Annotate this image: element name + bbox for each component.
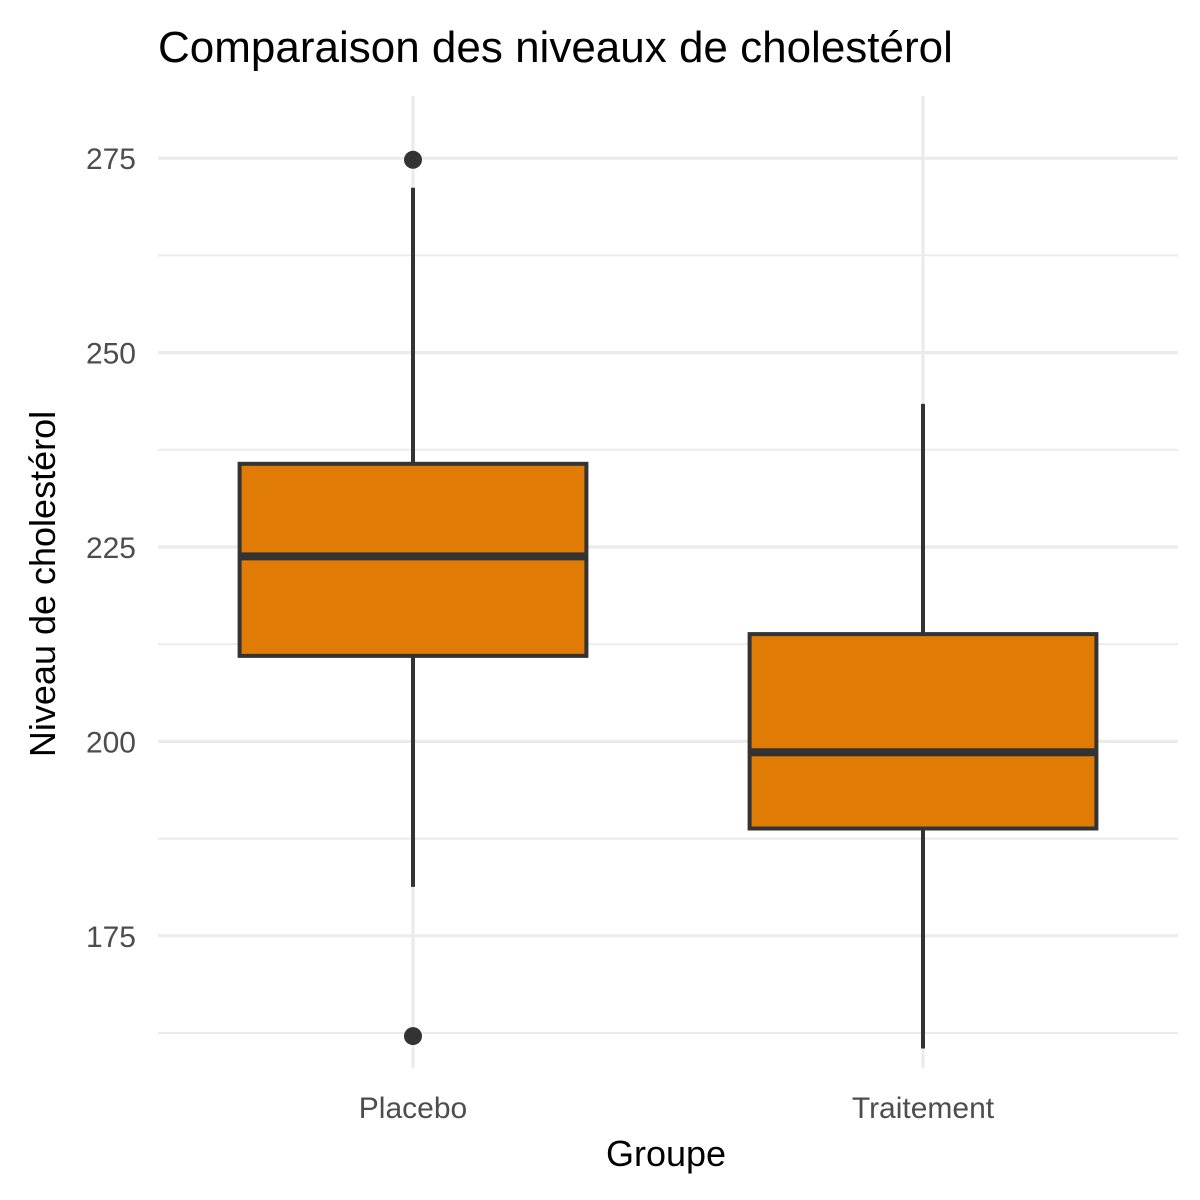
- y-axis-ticks: 175 200 225 250 275: [86, 143, 136, 954]
- chart-title: Comparaison des niveaux de cholestérol: [158, 23, 953, 72]
- x-axis-title: Groupe: [606, 1133, 726, 1174]
- y-tick-label: 175: [86, 921, 136, 954]
- x-tick-label: Placebo: [359, 1092, 467, 1125]
- x-axis-ticks: Placebo Traitement: [359, 1092, 995, 1125]
- y-tick-label: 200: [86, 726, 136, 759]
- box-group: [237, 150, 589, 1046]
- outlier-point: [404, 1027, 422, 1046]
- y-tick-label: 275: [86, 143, 136, 176]
- outlier-point: [404, 150, 422, 169]
- y-tick-label: 225: [86, 532, 136, 565]
- box: [747, 632, 1099, 831]
- boxes: [237, 150, 1099, 1049]
- y-tick-label: 250: [86, 338, 136, 371]
- x-tick-label: Traitement: [852, 1092, 995, 1125]
- y-axis-title: Niveau de cholestérol: [22, 411, 63, 757]
- box-group: [747, 403, 1099, 1049]
